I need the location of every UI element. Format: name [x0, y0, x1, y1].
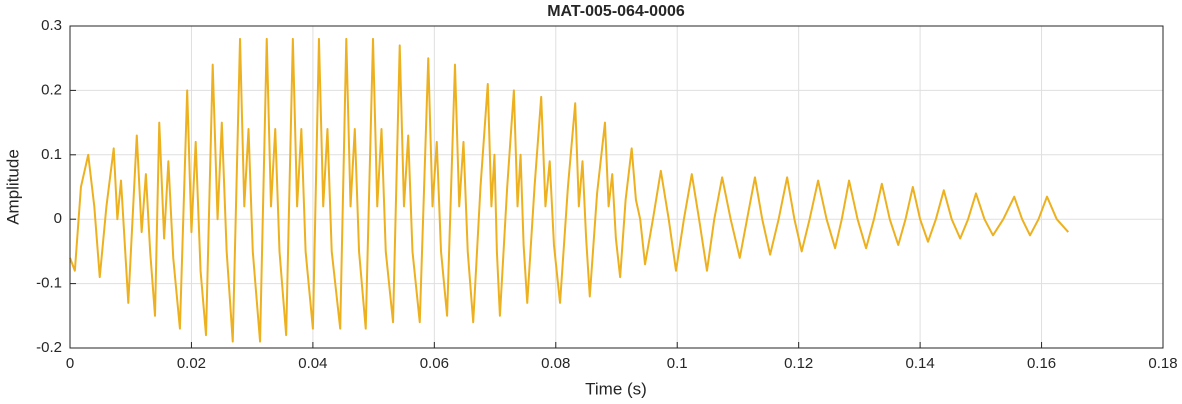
y-tick-label: 0.3	[41, 17, 62, 34]
chart-title: MAT-005-064-0006	[547, 3, 685, 20]
x-tick-label: 0.16	[1027, 355, 1056, 372]
x-tick-label: 0.04	[298, 355, 327, 372]
x-tick-label: 0	[66, 355, 74, 372]
x-tick-label: 0.14	[906, 355, 935, 372]
x-tick-label: 0.08	[541, 355, 570, 372]
y-tick-label: -0.2	[36, 339, 62, 356]
y-tick-label: 0	[54, 210, 62, 227]
x-axis-label: Time (s)	[585, 379, 647, 398]
y-axis-label: Amplitude	[3, 149, 22, 225]
y-tick-label: -0.1	[36, 275, 62, 292]
waveform-line	[69, 37, 1070, 343]
y-tick-label: 0.2	[41, 81, 62, 98]
x-tick-label: 0.1	[667, 355, 688, 372]
x-tick-label: 0.18	[1148, 355, 1177, 372]
y-tick-label: 0.1	[41, 146, 62, 163]
x-tick-label: 0.06	[420, 355, 449, 372]
x-tick-label: 0.02	[177, 355, 206, 372]
x-tick-label: 0.12	[784, 355, 813, 372]
plot-frame	[69, 25, 1164, 349]
